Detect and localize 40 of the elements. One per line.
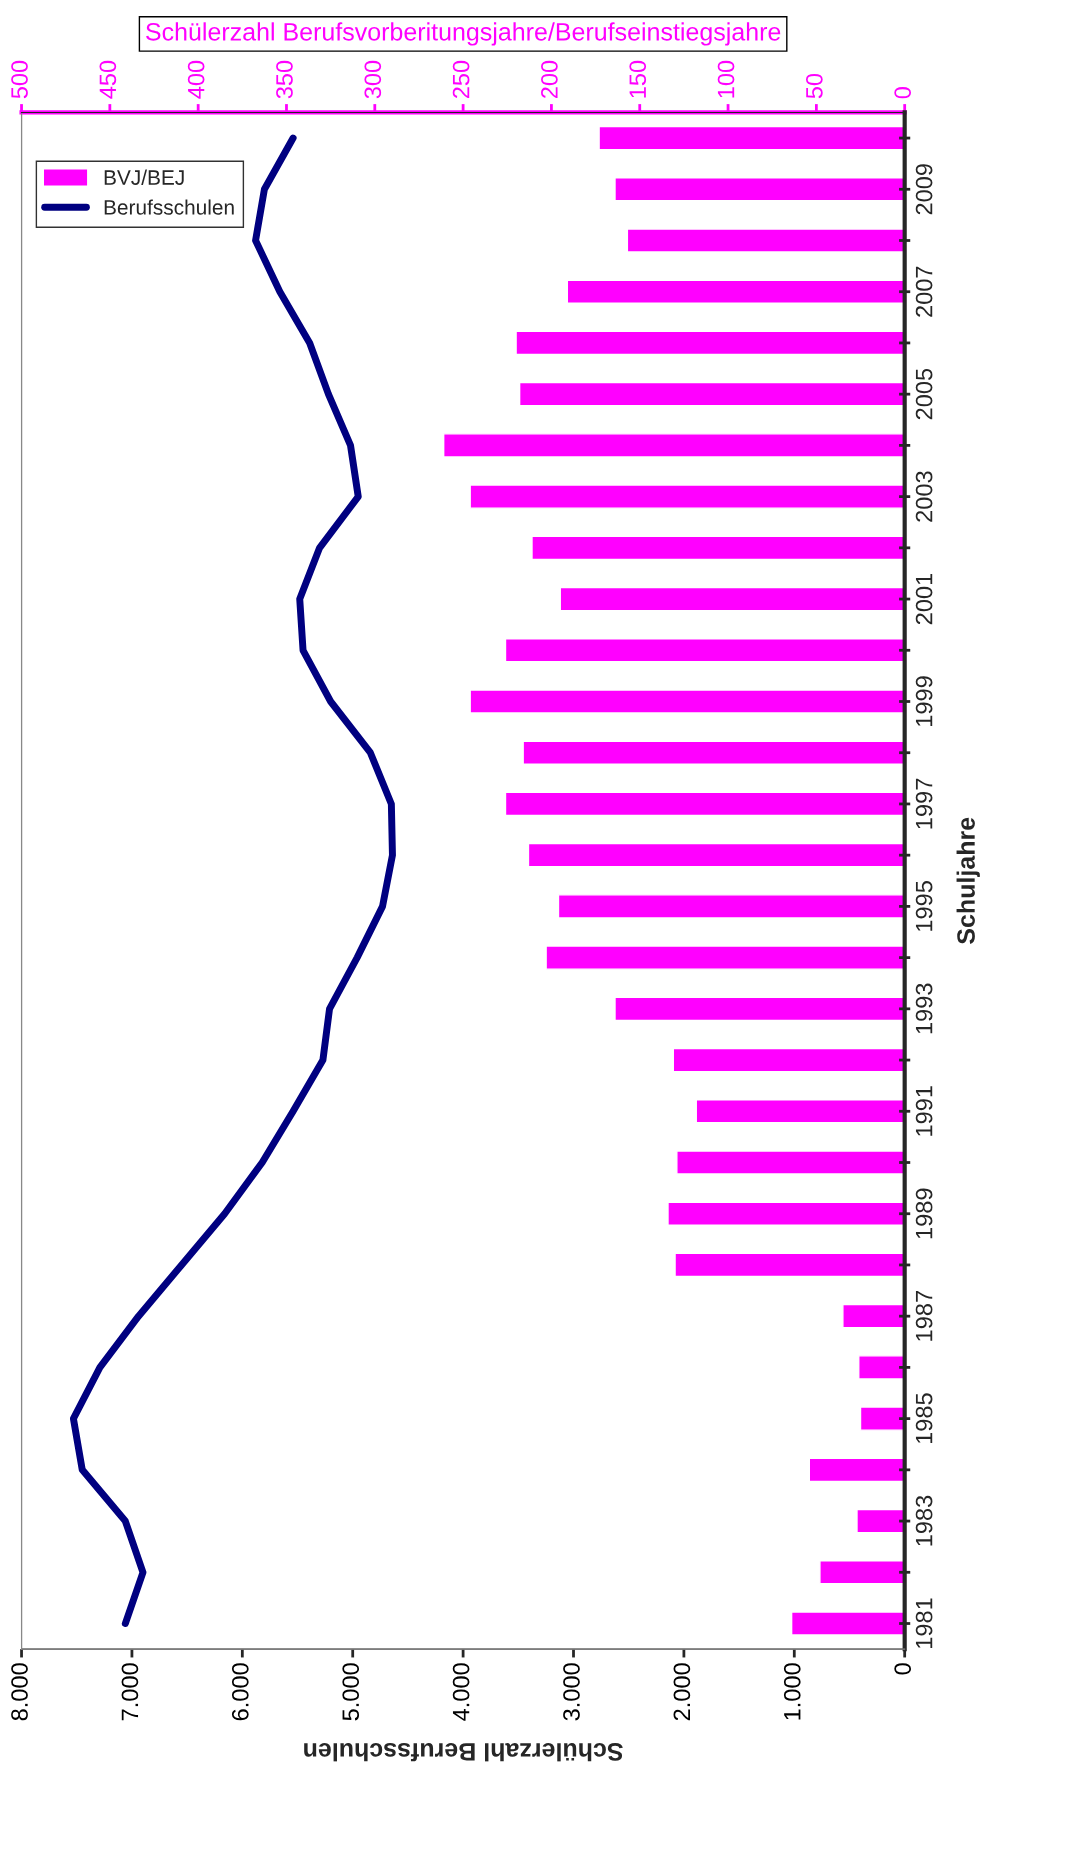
legend-label: BVJ/BEJ bbox=[104, 169, 184, 185]
x-tick-label: 1.000 bbox=[783, 1663, 801, 1720]
y-tick-label: 1981 bbox=[915, 1598, 933, 1648]
x-tick-label: 6.000 bbox=[231, 1663, 249, 1721]
x-tick-label: 5.000 bbox=[342, 1663, 360, 1721]
x-tick-label: 4.000 bbox=[452, 1663, 470, 1721]
x-tick-label: 7.000 bbox=[121, 1663, 139, 1721]
x2-tick-label: 400 bbox=[187, 60, 205, 99]
x2-tick-label: 500 bbox=[11, 60, 28, 99]
y-tick-label: 1993 bbox=[915, 983, 933, 1034]
legend-label: Berufsschulen bbox=[104, 199, 234, 215]
y-tick-label: 1999 bbox=[915, 676, 933, 726]
y-tick-label: 2005 bbox=[915, 368, 933, 420]
x-tick-label: 0 bbox=[894, 1663, 912, 1675]
y-tick-label: 2009 bbox=[915, 164, 933, 215]
x2-axis-title: Schülerzahl Berufsvorberitungsjahre/Berufseinstiegsjahre bbox=[146, 22, 781, 46]
y-tick-label: 1989 bbox=[915, 1188, 933, 1239]
x2-tick-label: 150 bbox=[629, 60, 647, 98]
x2-tick-label: 250 bbox=[452, 60, 470, 99]
x2-tick-label: 450 bbox=[99, 60, 117, 99]
y-tick-label: 1985 bbox=[915, 1393, 933, 1444]
x-tick-label: 8.000 bbox=[11, 1663, 28, 1721]
y-tick-label: 1987 bbox=[915, 1291, 933, 1341]
y-tick-label: 2001 bbox=[915, 573, 933, 625]
x-tick-label: 3.000 bbox=[563, 1663, 580, 1721]
x2-tick-label: 100 bbox=[717, 60, 735, 98]
x-tick-label: 2.000 bbox=[673, 1663, 691, 1721]
x2-tick-label: 350 bbox=[276, 60, 293, 99]
y-tick-label: 2007 bbox=[915, 266, 933, 317]
y-tick-label: 2003 bbox=[915, 471, 933, 522]
y-tick-label: 1997 bbox=[915, 778, 933, 829]
x2-tick-label: 50 bbox=[805, 73, 823, 99]
y-tick-label: 1995 bbox=[915, 881, 933, 931]
y-axis-title: Schuljahre bbox=[956, 817, 980, 944]
x-axis-title: Schülerzahl Berufsschulen bbox=[304, 1743, 623, 1762]
x2-tick-label: 0 bbox=[894, 87, 912, 99]
x2-tick-label: 300 bbox=[364, 60, 382, 99]
y-tick-label: 1983 bbox=[915, 1495, 933, 1546]
y-tick-label: 1991 bbox=[915, 1086, 933, 1136]
x2-tick-label: 200 bbox=[541, 60, 558, 99]
